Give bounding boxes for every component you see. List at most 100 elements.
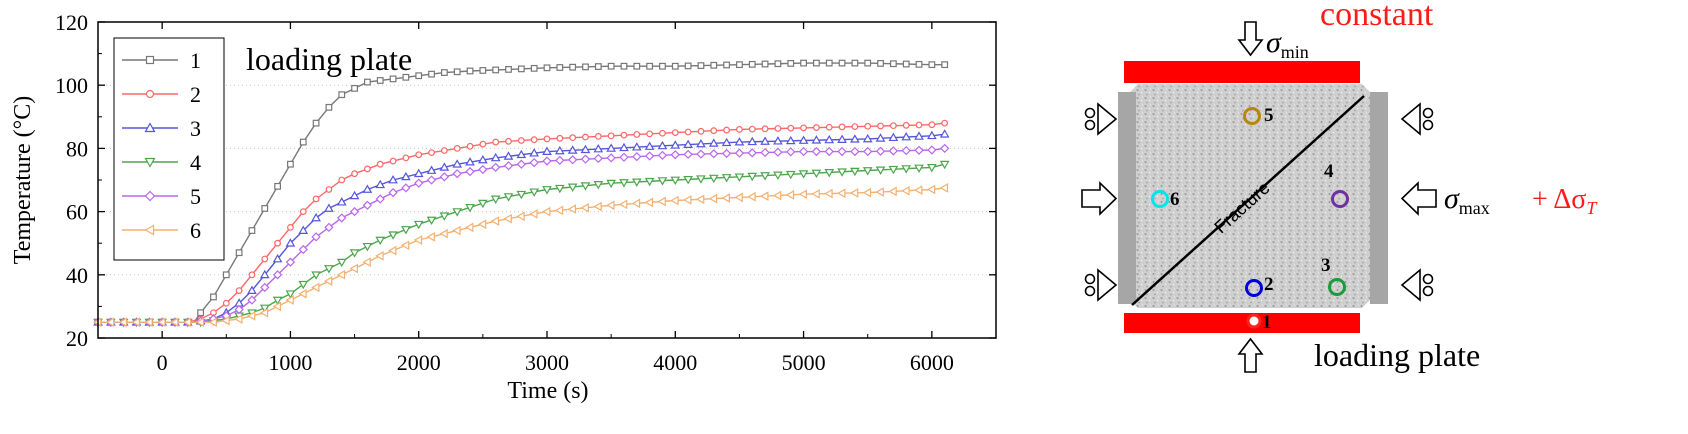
roller-support-icon xyxy=(1084,102,1118,136)
series-line xyxy=(98,122,945,323)
data-point xyxy=(620,62,628,70)
x-tick-label: 1000 xyxy=(268,350,312,375)
data-point xyxy=(453,144,461,152)
sigma-max-label: σmax xyxy=(1444,182,1490,218)
data-point xyxy=(285,238,296,247)
measurement-point-label: 2 xyxy=(1264,274,1274,295)
data-point xyxy=(862,167,873,176)
data-point xyxy=(197,309,205,317)
data-point xyxy=(659,62,666,70)
data-point xyxy=(582,133,589,141)
data-point xyxy=(261,255,269,263)
data-point xyxy=(670,140,681,149)
data-point xyxy=(298,288,307,299)
data-point xyxy=(671,62,679,70)
data-point xyxy=(517,65,525,73)
sigma-min-label: σmin xyxy=(1266,26,1309,62)
measurement-point-label: 4 xyxy=(1324,161,1334,182)
data-point xyxy=(261,205,269,212)
measurement-point-label: 6 xyxy=(1170,189,1180,210)
data-point xyxy=(837,188,846,199)
data-point xyxy=(478,154,488,164)
data-point xyxy=(901,145,911,156)
data-point xyxy=(709,149,719,159)
data-point xyxy=(928,121,936,129)
y-tick-label: 80 xyxy=(66,136,88,161)
data-point xyxy=(721,174,732,183)
data-point xyxy=(530,136,538,144)
data-point xyxy=(736,126,743,133)
left-side-plate xyxy=(1118,92,1136,304)
grid-lines xyxy=(98,84,996,276)
data-point xyxy=(889,122,897,130)
data-point xyxy=(298,244,308,255)
data-point xyxy=(708,174,719,184)
data-point xyxy=(657,150,668,161)
data-point xyxy=(542,156,552,166)
x-tick-label: 2000 xyxy=(397,350,441,375)
data-point xyxy=(338,176,346,184)
data-point xyxy=(247,295,257,305)
data-point xyxy=(298,225,309,234)
data-point xyxy=(492,138,500,146)
data-point xyxy=(351,170,358,178)
data-point xyxy=(311,232,321,242)
data-point xyxy=(364,165,371,173)
data-point xyxy=(478,199,488,209)
data-point xyxy=(490,152,501,162)
data-point xyxy=(633,62,641,70)
data-point xyxy=(362,200,373,210)
left-arrow-icon xyxy=(1081,181,1118,216)
data-point xyxy=(272,270,283,280)
data-point xyxy=(926,184,936,195)
data-point xyxy=(800,59,807,67)
data-point xyxy=(747,148,757,158)
data-point xyxy=(888,186,897,197)
data-point xyxy=(657,177,668,186)
data-point xyxy=(439,172,450,182)
data-point xyxy=(811,146,822,157)
data-point xyxy=(555,155,565,166)
data-point xyxy=(311,282,320,293)
data-point xyxy=(145,55,155,65)
data-point xyxy=(824,188,833,199)
data-point xyxy=(773,147,783,157)
data-point xyxy=(567,183,578,192)
data-point xyxy=(465,203,475,213)
data-point xyxy=(516,190,527,200)
data-point xyxy=(877,122,884,130)
bottom-loading-plate-label: loading plate xyxy=(1314,337,1480,373)
data-point xyxy=(259,269,270,279)
measurement-point-6 xyxy=(1151,190,1169,208)
data-point xyxy=(336,258,347,268)
data-point xyxy=(734,192,743,203)
roller-support-icon xyxy=(1084,268,1118,302)
data-point xyxy=(902,60,910,68)
legend-label: 6 xyxy=(190,218,201,243)
data-point xyxy=(646,62,654,70)
data-point xyxy=(696,149,706,159)
data-point xyxy=(710,127,718,135)
data-point xyxy=(272,296,283,306)
data-point xyxy=(465,166,475,177)
data-point xyxy=(362,257,371,267)
data-point xyxy=(811,169,822,179)
data-point xyxy=(452,225,461,236)
data-point xyxy=(554,205,564,216)
data-point xyxy=(695,194,705,205)
data-point xyxy=(452,169,462,179)
data-point xyxy=(787,59,795,67)
data-point xyxy=(748,125,756,133)
data-point xyxy=(554,184,565,194)
data-point xyxy=(465,157,475,166)
data-point xyxy=(440,69,448,76)
data-point xyxy=(901,185,910,196)
data-point xyxy=(285,257,296,267)
data-point xyxy=(517,137,525,144)
data-point xyxy=(838,123,846,131)
data-point xyxy=(786,147,796,157)
legend: 1 2 3 4 5 6 xyxy=(113,37,225,261)
data-point xyxy=(928,61,936,69)
data-point xyxy=(914,164,924,173)
data-point xyxy=(580,154,591,164)
